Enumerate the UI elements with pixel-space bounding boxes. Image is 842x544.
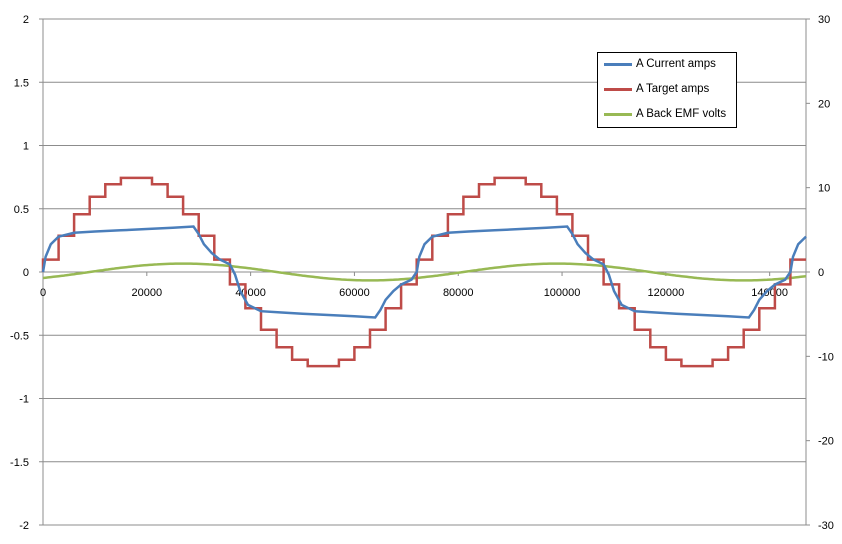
y-tick-label: -0.5 [10,330,29,342]
y2-tick-label: -10 [818,351,834,363]
y2-tick-label: 20 [818,98,830,110]
legend-item-target: A Target amps [604,80,709,98]
legend-item-current: A Current amps [604,55,716,73]
x-tick-label: 140000 [751,287,788,299]
series-current-line [41,225,807,319]
y2-tick-label: 0 [818,267,824,279]
legend-label-target: A Target amps [636,83,710,95]
y-tick-label: 1.5 [14,77,29,89]
x-tick-label: 100000 [544,287,581,299]
y-tick-label: 2 [23,14,29,26]
y2-tick-label: 10 [818,183,830,195]
y-tick-label: 1 [23,141,29,153]
x-tick-label: 80000 [443,287,474,299]
x-tick-label: 0 [40,287,46,299]
legend-label-current: A Current amps [636,58,716,70]
series-backemf-line [42,262,807,282]
x-tick-label: 120000 [647,287,684,299]
x-tick-label: 20000 [132,287,163,299]
legend-item-backemf: A Back EMF volts [604,105,726,123]
y-tick-label: -1 [19,394,29,406]
y-tick-label: -1.5 [10,457,29,469]
legend-swatch-current [604,62,632,66]
legend-label-backemf: A Back EMF volts [636,108,727,120]
legend: A Current amps A Target amps A Back EMF … [597,52,737,128]
legend-swatch-target [604,87,632,91]
legend-swatch-backemf [604,112,632,116]
y2-tick-label: -30 [818,520,834,532]
y-tick-label: 0.5 [14,204,29,216]
y2-tick-label: -20 [818,436,834,448]
y2-tick-label: 30 [818,14,830,26]
x-tick-label: 60000 [339,287,370,299]
y-tick-label: -2 [19,520,29,532]
series-target-line [41,176,806,368]
y-tick-label: 0 [23,267,29,279]
